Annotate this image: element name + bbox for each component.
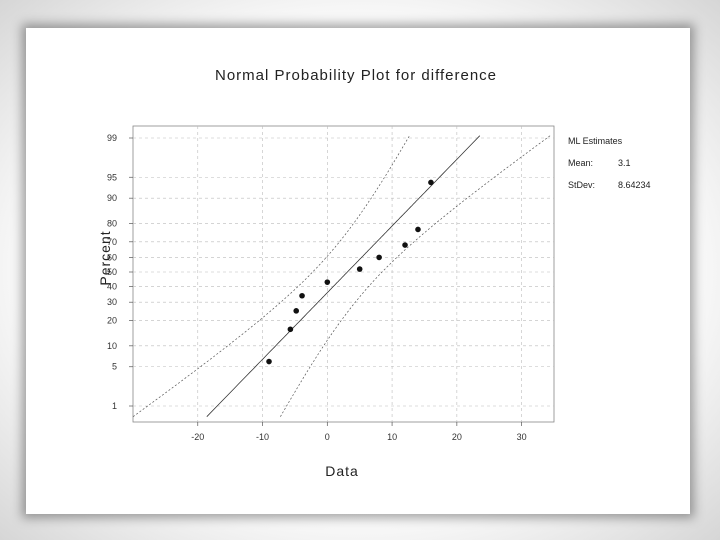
- x-tick-label: 30: [517, 432, 527, 442]
- y-axis-label: Percent: [97, 230, 113, 285]
- data-point: [356, 266, 363, 272]
- ml-estimates-header: ML Estimates: [568, 136, 623, 146]
- y-tick-label: 80: [107, 219, 117, 229]
- x-tick-label: 10: [387, 432, 397, 442]
- confidence-band-lower-bound: [280, 135, 551, 417]
- y-tick-label: 40: [107, 282, 117, 292]
- stdev-label: StDev:: [568, 180, 595, 190]
- x-tick-label: 20: [452, 432, 462, 442]
- y-tick-label: 60: [107, 252, 117, 262]
- mean-value: 3.1: [618, 158, 631, 168]
- data-point: [324, 279, 331, 285]
- data-point: [428, 179, 434, 186]
- data-point: [293, 308, 300, 314]
- x-tick-label: -10: [256, 432, 269, 442]
- data-point: [299, 292, 305, 299]
- y-tick-label: 70: [107, 237, 117, 247]
- gridlines: [129, 126, 554, 426]
- x-tick-labels: -20 -10 0 10 20 30: [191, 432, 526, 442]
- y-tick-label: 1: [112, 401, 117, 411]
- y-tick-label: 95: [107, 172, 117, 182]
- data-point: [266, 358, 272, 365]
- data-point: [287, 326, 294, 333]
- data-point: [376, 254, 382, 261]
- chart-title: Normal Probability Plot for difference: [215, 67, 497, 84]
- data-point: [402, 242, 408, 248]
- y-tick-label: 90: [107, 193, 117, 203]
- x-axis-label: Data: [325, 463, 359, 479]
- plot-area: [132, 125, 555, 423]
- y-tick-label: 99: [107, 133, 117, 143]
- y-tick-label: 30: [107, 297, 117, 307]
- y-tick-labels: 1 5 10 20 30 40 50 60 70 80 90 95 99: [107, 133, 117, 411]
- x-tick-label: -20: [191, 432, 204, 442]
- y-tick-label: 20: [107, 315, 117, 325]
- x-tick-label: 0: [325, 432, 330, 442]
- ml-estimates-box: ML Estimates Mean: 3.1 StDev: 8.64234: [568, 136, 651, 190]
- data-point: [415, 226, 421, 233]
- stdev-value: 8.64234: [618, 180, 651, 190]
- mean-label: Mean:: [568, 158, 593, 168]
- fit-line: [206, 135, 481, 417]
- y-tick-label: 50: [107, 267, 117, 277]
- confidence-band-upper-bound: [132, 135, 410, 417]
- confidence-band: [132, 135, 551, 417]
- data-points: [266, 179, 434, 365]
- y-tick-label: 10: [107, 341, 117, 351]
- y-tick-label: 5: [112, 362, 117, 372]
- fit-line-group: [206, 135, 481, 417]
